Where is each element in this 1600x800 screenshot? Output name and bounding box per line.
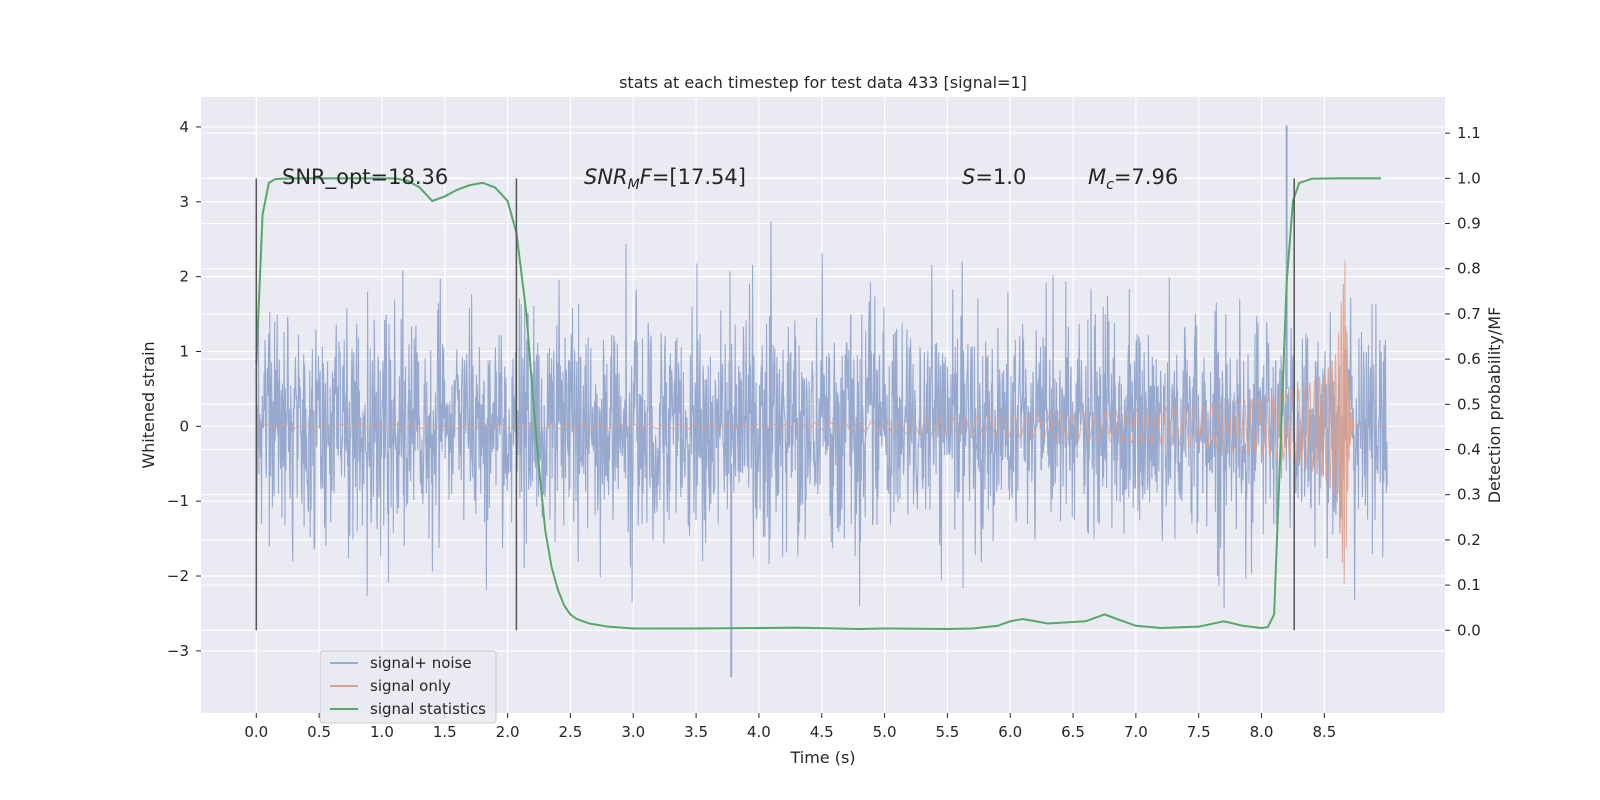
x-tick-label: 5.5 <box>935 723 959 741</box>
series-signal-noise-line <box>255 221 1388 609</box>
y2-tick-label: 0.9 <box>1457 215 1481 233</box>
x-tick-label: 4.0 <box>747 723 771 741</box>
x-tick-label: 1.5 <box>433 723 457 741</box>
y2-tick-label: 0.8 <box>1457 260 1481 278</box>
annotation-snr-mf: SNRMF=[17.54] <box>584 165 746 193</box>
x-tick-label: 6.5 <box>1061 723 1085 741</box>
y-tick-label: 0 <box>179 417 189 435</box>
y2-axis-label: Detection probability/MF <box>1485 307 1504 504</box>
legend-label-signal-noise: signal+ noise <box>370 654 472 672</box>
y-tick-label: 3 <box>179 193 189 211</box>
legend-box <box>319 650 497 724</box>
x-tick-label: 3.5 <box>684 723 708 741</box>
x-tick-label: 0.0 <box>244 723 268 741</box>
x-tick-label: 3.0 <box>621 723 645 741</box>
snr-mf-value: =[17.54] <box>652 165 746 189</box>
y-tick-label: −1 <box>167 492 189 510</box>
legend-label-signal-only: signal only <box>370 677 451 695</box>
x-tick-label: 1.0 <box>370 723 394 741</box>
x-axis-label: Time (s) <box>789 748 855 767</box>
y-tick-label: 2 <box>179 268 189 286</box>
y2-tick-label: 0.3 <box>1457 486 1481 504</box>
x-tick-label: 0.5 <box>307 723 331 741</box>
y2-tick-label: 0.1 <box>1457 576 1481 594</box>
legend: signal+ noise signal only signal statist… <box>319 650 497 724</box>
x-tick-label: 4.5 <box>810 723 834 741</box>
y-tick-label: −2 <box>167 567 189 585</box>
mc-symbol: M <box>1088 165 1106 189</box>
y2-tick-label: 0.6 <box>1457 350 1481 368</box>
snr-mf-subscript: M <box>628 177 640 193</box>
x-tick-label: 8.0 <box>1250 723 1274 741</box>
series-signal-only-line <box>256 260 1388 585</box>
traces <box>255 125 1388 678</box>
x-tick-label: 5.0 <box>873 723 897 741</box>
snr-mf-f: F <box>640 165 653 189</box>
annotation-s: S=1.0 <box>962 165 1026 189</box>
x-tick-label: 2.0 <box>496 723 520 741</box>
mc-subscript: c <box>1106 177 1114 193</box>
vertical-markers <box>255 178 1295 631</box>
y2-axis-ticks: 1.1 1.0 0.9 0.8 0.7 0.6 0.5 0.4 0.3 0.2 0.1 0.0 <box>1445 124 1481 639</box>
series-signal-statistics-line <box>255 177 1381 630</box>
s-symbol: S <box>962 165 975 189</box>
s-value: =1.0 <box>975 165 1026 189</box>
y2-tick-label: 0.4 <box>1457 441 1481 459</box>
x-tick-label: 7.0 <box>1124 723 1148 741</box>
y2-tick-label: 0.2 <box>1457 531 1481 549</box>
x-axis-ticks: 0.0 0.5 1.0 1.5 2.0 2.5 3.0 3.5 4.0 4.5 5.0 5.5 6.0 6… <box>244 713 1336 741</box>
legend-label-signal-statistics: signal statistics <box>370 700 486 718</box>
annotation-snr-opt: SNR_opt=18.36 <box>282 165 448 190</box>
chart-title: stats at each timestep for test data 433… <box>619 73 1027 92</box>
y-tick-label: −3 <box>167 642 189 660</box>
y-axis-label: Whitened strain <box>139 341 158 468</box>
y2-tick-label: 0.7 <box>1457 305 1481 323</box>
y2-tick-label: 1.1 <box>1457 124 1481 142</box>
y-axis-ticks: 4 3 2 1 0 −1 −2 −3 <box>167 118 201 660</box>
mc-value: =7.96 <box>1114 165 1178 189</box>
y-tick-label: 4 <box>179 118 189 136</box>
annotations: SNR_opt=18.36 SNRMF=[17.54] S=1.0 Mc=7.9… <box>282 165 1178 193</box>
x-tick-label: 8.5 <box>1312 723 1336 741</box>
y2-tick-label: 0.5 <box>1457 395 1481 413</box>
y2-tick-label: 1.0 <box>1457 169 1481 187</box>
snr-mf-symbol: SNR <box>584 165 628 189</box>
x-tick-label: 7.5 <box>1187 723 1211 741</box>
x-tick-label: 6.0 <box>998 723 1022 741</box>
y2-tick-label: 0.0 <box>1457 621 1481 639</box>
annotation-mc: Mc=7.96 <box>1088 165 1178 193</box>
y-tick-label: 1 <box>179 342 189 360</box>
x-tick-label: 2.5 <box>559 723 583 741</box>
